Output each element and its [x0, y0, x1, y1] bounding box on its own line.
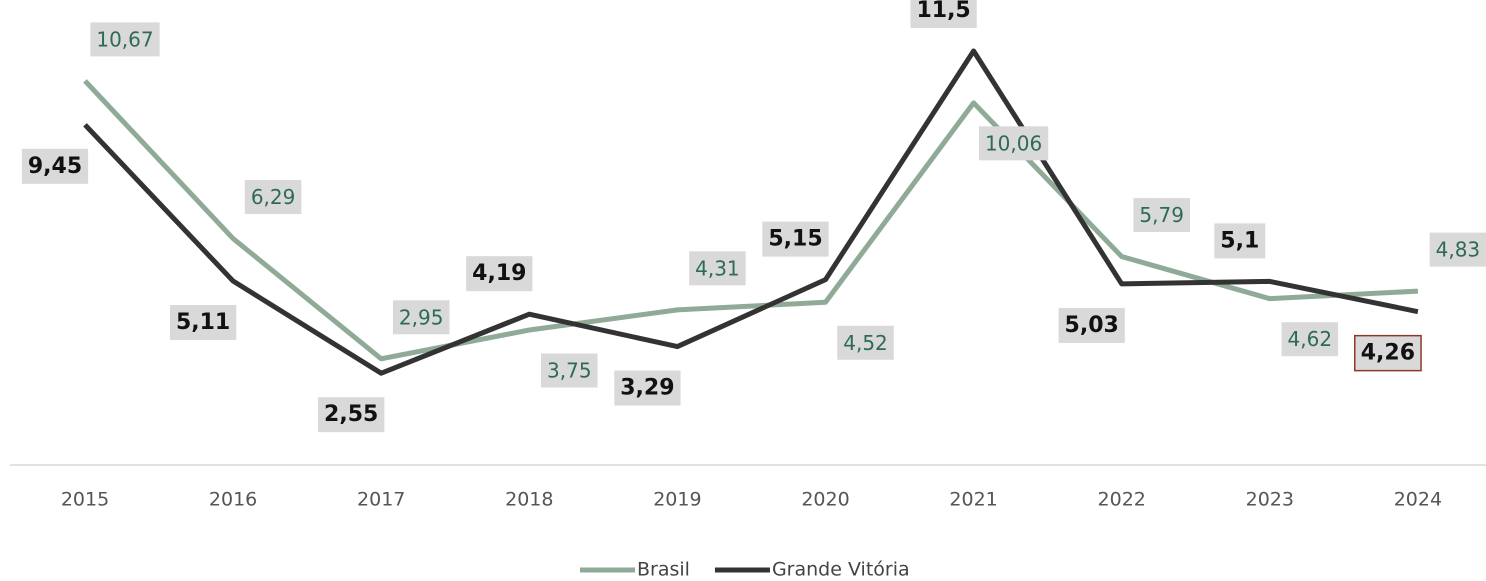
data-label: 10,67 [90, 22, 160, 57]
data-label-text: 2,55 [324, 402, 378, 427]
data-label-text: 2,95 [399, 305, 444, 329]
data-label: 3,75 [541, 353, 598, 388]
data-label-text: 4,52 [843, 331, 888, 355]
label-box [1058, 307, 1125, 343]
data-label-text: 4,31 [695, 256, 740, 280]
label-box [169, 305, 237, 341]
series-line [83, 48, 1419, 376]
data-label: 3,29 [614, 370, 681, 406]
label-box [244, 180, 302, 215]
label-box [1133, 198, 1190, 233]
label-box [689, 251, 746, 286]
data-label: 4,83 [1429, 232, 1486, 267]
data-label: 11,5 [910, 0, 977, 28]
x-tick-label: 2022 [1098, 489, 1146, 511]
label-box [1281, 322, 1339, 357]
label-box [466, 256, 533, 292]
data-label: 5,15 [762, 221, 829, 257]
data-label: 5,11 [169, 305, 237, 341]
data-label: 4,31 [689, 251, 746, 286]
data-label: 10,06 [978, 126, 1049, 161]
data-label-text: 5,15 [768, 227, 822, 252]
data-label-text: 10,06 [985, 131, 1042, 155]
data-label-text: 5,11 [176, 310, 230, 335]
legend-label: Grande Vitória [772, 559, 910, 581]
data-label: 4,62 [1281, 322, 1339, 357]
data-label: 2,95 [392, 300, 450, 335]
data-label: 4,52 [837, 325, 894, 360]
data-label: 5,79 [1133, 198, 1190, 233]
x-tick-label: 2017 [357, 489, 405, 511]
data-label: 5,1 [1214, 223, 1266, 259]
data-label-text: 5,03 [1065, 313, 1119, 338]
x-tick-label: 2018 [505, 489, 553, 511]
legend-label: Brasil [637, 559, 690, 581]
label-box [614, 370, 681, 406]
data-label-text: 4,62 [1288, 327, 1333, 351]
label-box [318, 397, 385, 433]
x-tick-label: 2023 [1246, 489, 1294, 511]
label-box [978, 126, 1049, 161]
label-box [541, 353, 598, 388]
label-box [910, 0, 977, 28]
x-tick-label: 2016 [209, 489, 257, 511]
label-box [837, 325, 894, 360]
label-box [762, 221, 829, 257]
label-box [1214, 223, 1266, 259]
data-label-text: 11,5 [916, 0, 970, 23]
label-box [90, 22, 160, 57]
x-tick-label: 2021 [949, 489, 997, 511]
label-box [1354, 334, 1422, 372]
data-label-text: 4,83 [1436, 238, 1481, 262]
data-label: 5,03 [1058, 307, 1125, 343]
data-label: 4,26 [1354, 334, 1422, 372]
data-label-text: 3,29 [620, 376, 674, 401]
legend: Brasil Grande Vitória [580, 559, 910, 581]
data-label-text: 3,75 [547, 359, 592, 383]
label-box [21, 148, 89, 184]
label-box [392, 300, 450, 335]
data-label-text: 5,79 [1139, 203, 1184, 227]
data-label-text: 4,26 [1361, 341, 1415, 366]
x-tick-label: 2020 [801, 489, 849, 511]
label-box [1429, 232, 1486, 267]
data-label: 9,45 [21, 148, 89, 184]
x-tick-label: 2015 [61, 489, 109, 511]
series-line [83, 79, 1419, 362]
x-tick-label: 2024 [1394, 489, 1442, 511]
data-label: 4,19 [466, 256, 533, 292]
data-label-text: 6,29 [251, 185, 296, 209]
x-tick-label: 2019 [653, 489, 701, 511]
data-label-text: 5,1 [1220, 228, 1259, 253]
data-label-text: 4,19 [472, 261, 526, 286]
data-label: 2,55 [318, 397, 385, 433]
data-label: 6,29 [244, 180, 302, 215]
data-label-text: 9,45 [28, 154, 82, 179]
data-label-text: 10,67 [96, 27, 153, 51]
